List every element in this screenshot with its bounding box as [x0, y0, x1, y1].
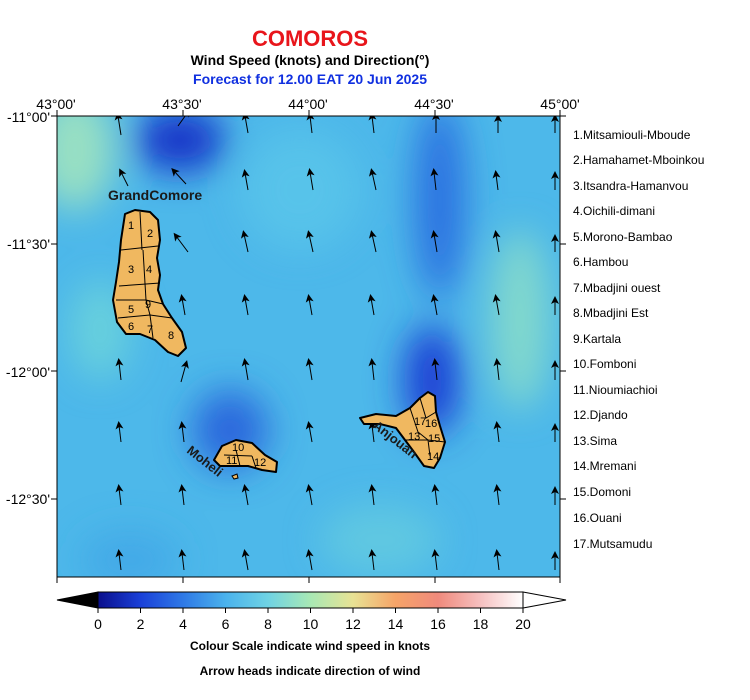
lon-label-44-30: 44°30'	[414, 96, 454, 112]
lon-label-43-30: 43°30'	[162, 96, 202, 112]
legend-item-13: 13.Sima	[573, 434, 618, 448]
region-label-8: 8	[168, 330, 174, 342]
frame-ticks	[51, 110, 566, 583]
lat-label-12-00: -12°00'	[5, 364, 50, 380]
colorbar-tick-8: 8	[264, 616, 272, 632]
legend-item-15: 15.Domoni	[573, 485, 632, 499]
region-label-11: 11	[226, 455, 237, 467]
legend-item-10: 10.Fomboni	[573, 357, 637, 371]
region-label-3: 3	[128, 264, 134, 276]
grand-comore-island: 1 2 3 4 5 6 7 8 9	[112, 209, 187, 357]
region-label-9: 9	[145, 299, 151, 311]
colorbar-tick-10: 10	[302, 616, 319, 632]
colorbar-tick-18: 18	[472, 616, 489, 632]
anjouan-island: 16 13 15 14 17	[359, 391, 446, 469]
lon-label-44-00: 44°00'	[288, 96, 328, 112]
colorbar-tick-12: 12	[345, 616, 361, 632]
region-label-17: 17	[414, 416, 426, 428]
region-label-7: 7	[147, 324, 153, 336]
color-scale-bar	[56, 591, 567, 613]
colorbar-tick-2: 2	[136, 616, 145, 632]
arrow-note: Arrow heads indicate direction of wind	[199, 664, 421, 678]
lon-label-43-00: 43°00'	[36, 96, 76, 112]
map-subtitle: Wind Speed (knots) and Direction(°)	[190, 52, 430, 68]
region-label-1: 1	[128, 220, 134, 232]
legend-item-14: 14.Mremani	[573, 459, 637, 473]
lon-label-45-00: 45°00'	[540, 96, 580, 112]
region-label-15: 15	[428, 433, 440, 445]
legend-item-17: 17.Mutsamudu	[573, 537, 653, 551]
moheli-island: 10 11 12	[213, 439, 278, 480]
legend-item-6: 6.Hambou	[573, 255, 629, 269]
legend-item-9: 9.Kartala	[573, 332, 622, 346]
legend-item-2: 2.Hamahamet-Mboinkou	[573, 153, 705, 167]
legend-item-12: 12.Djando	[573, 408, 628, 422]
region-label-4: 4	[146, 264, 152, 276]
lat-label-12-30: -12°30'	[5, 491, 50, 507]
colorbar-tick-20: 20	[515, 616, 531, 632]
region-label-12: 12	[254, 457, 266, 469]
region-label-16: 16	[425, 418, 437, 430]
legend-item-16: 16.Ouani	[573, 511, 622, 525]
lat-label-11-30: -11°30'	[6, 236, 50, 252]
colorbar-tick-16: 16	[430, 616, 446, 632]
region-label-5: 5	[128, 304, 134, 316]
region-label-14: 14	[427, 451, 439, 463]
legend-item-1: 1.Mitsamiouli-Mboude	[573, 128, 691, 142]
colorbar-tick-4: 4	[179, 616, 187, 632]
colorbar-tick-14: 14	[387, 616, 404, 632]
map-title: COMOROS	[251, 26, 369, 51]
legend-item-5: 5.Morono-Bambao	[573, 230, 673, 244]
region-label-6: 6	[128, 321, 134, 333]
colorbar-tick-6: 6	[221, 616, 230, 632]
wind-speed-field	[57, 116, 560, 577]
legend-item-11: 11.Nioumiachioi	[573, 383, 658, 397]
legend-item-8: 8.Mbadjini Est	[573, 306, 649, 320]
wind-arrows	[114, 116, 559, 571]
region-label-10: 10	[232, 442, 244, 454]
region-label-2: 2	[147, 228, 153, 240]
legend-item-3: 3.Itsandra-Hamanvou	[573, 179, 689, 193]
colour-scale-note: Colour Scale indicate wind speed in knot…	[189, 639, 431, 653]
grand-comore-label: GrandComore	[108, 187, 202, 203]
forecast-time: Forecast for 12.00 EAT 20 Jun 2025	[193, 71, 427, 87]
colorbar-tick-0: 0	[94, 616, 102, 632]
legend-item-7: 7.Mbadjini ouest	[573, 281, 661, 295]
legend-item-4: 4.Oichili-dimani	[573, 204, 656, 218]
region-label-13: 13	[408, 431, 420, 443]
lat-label-11-00: -11°00'	[6, 109, 50, 125]
